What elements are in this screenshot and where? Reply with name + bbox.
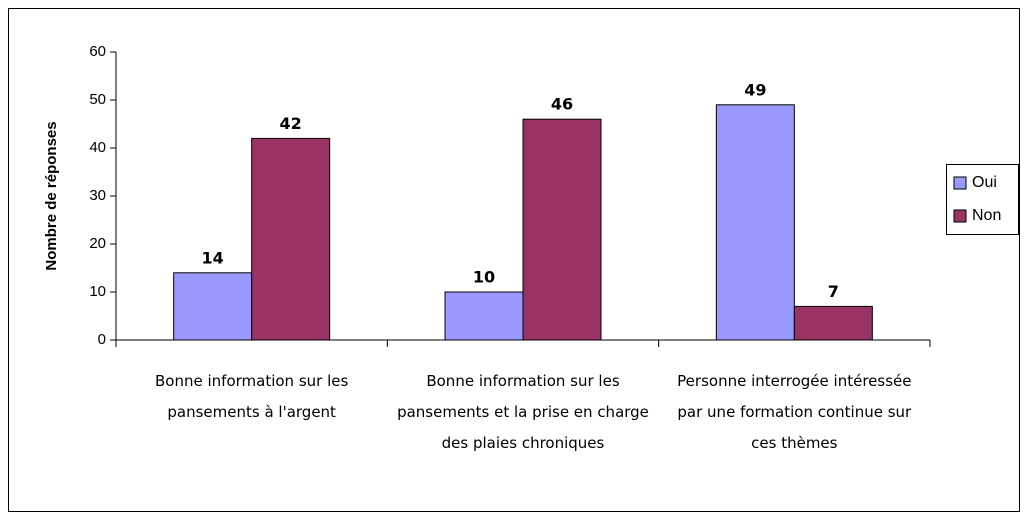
x-tick-label: Personne interrogée intéressée par une f… bbox=[677, 372, 912, 452]
bar bbox=[444, 291, 524, 341]
y-tick-label: 30 bbox=[89, 187, 106, 204]
y-tick-label: 10 bbox=[89, 283, 106, 300]
x-tick-label: Bonne information sur les pansements et … bbox=[397, 372, 649, 452]
data-label: 49 bbox=[744, 80, 766, 99]
legend-label: Oui bbox=[972, 174, 997, 191]
legend-swatch bbox=[953, 209, 967, 223]
x-tick-label: Bonne information sur les pansements à l… bbox=[155, 372, 349, 421]
bar bbox=[793, 305, 873, 341]
y-tick-label: 50 bbox=[89, 91, 106, 108]
y-tick-label: 20 bbox=[89, 235, 106, 252]
data-label: 7 bbox=[828, 282, 839, 301]
bar bbox=[522, 118, 602, 341]
data-label: 46 bbox=[551, 95, 573, 114]
y-tick-label: 60 bbox=[89, 43, 106, 60]
bar bbox=[251, 137, 331, 341]
bar bbox=[173, 272, 253, 341]
data-label: 14 bbox=[202, 248, 224, 267]
data-label: 10 bbox=[473, 268, 495, 287]
bar bbox=[715, 104, 795, 341]
y-tick-label: 0 bbox=[98, 331, 106, 348]
legend bbox=[946, 164, 1019, 235]
legend-swatch bbox=[953, 176, 967, 190]
legend-label: Non bbox=[972, 207, 1001, 224]
y-axis-label: Nombre de réponses bbox=[43, 121, 60, 270]
chart-frame bbox=[8, 8, 1020, 512]
y-tick-label: 40 bbox=[89, 139, 106, 156]
data-label: 42 bbox=[280, 114, 302, 133]
